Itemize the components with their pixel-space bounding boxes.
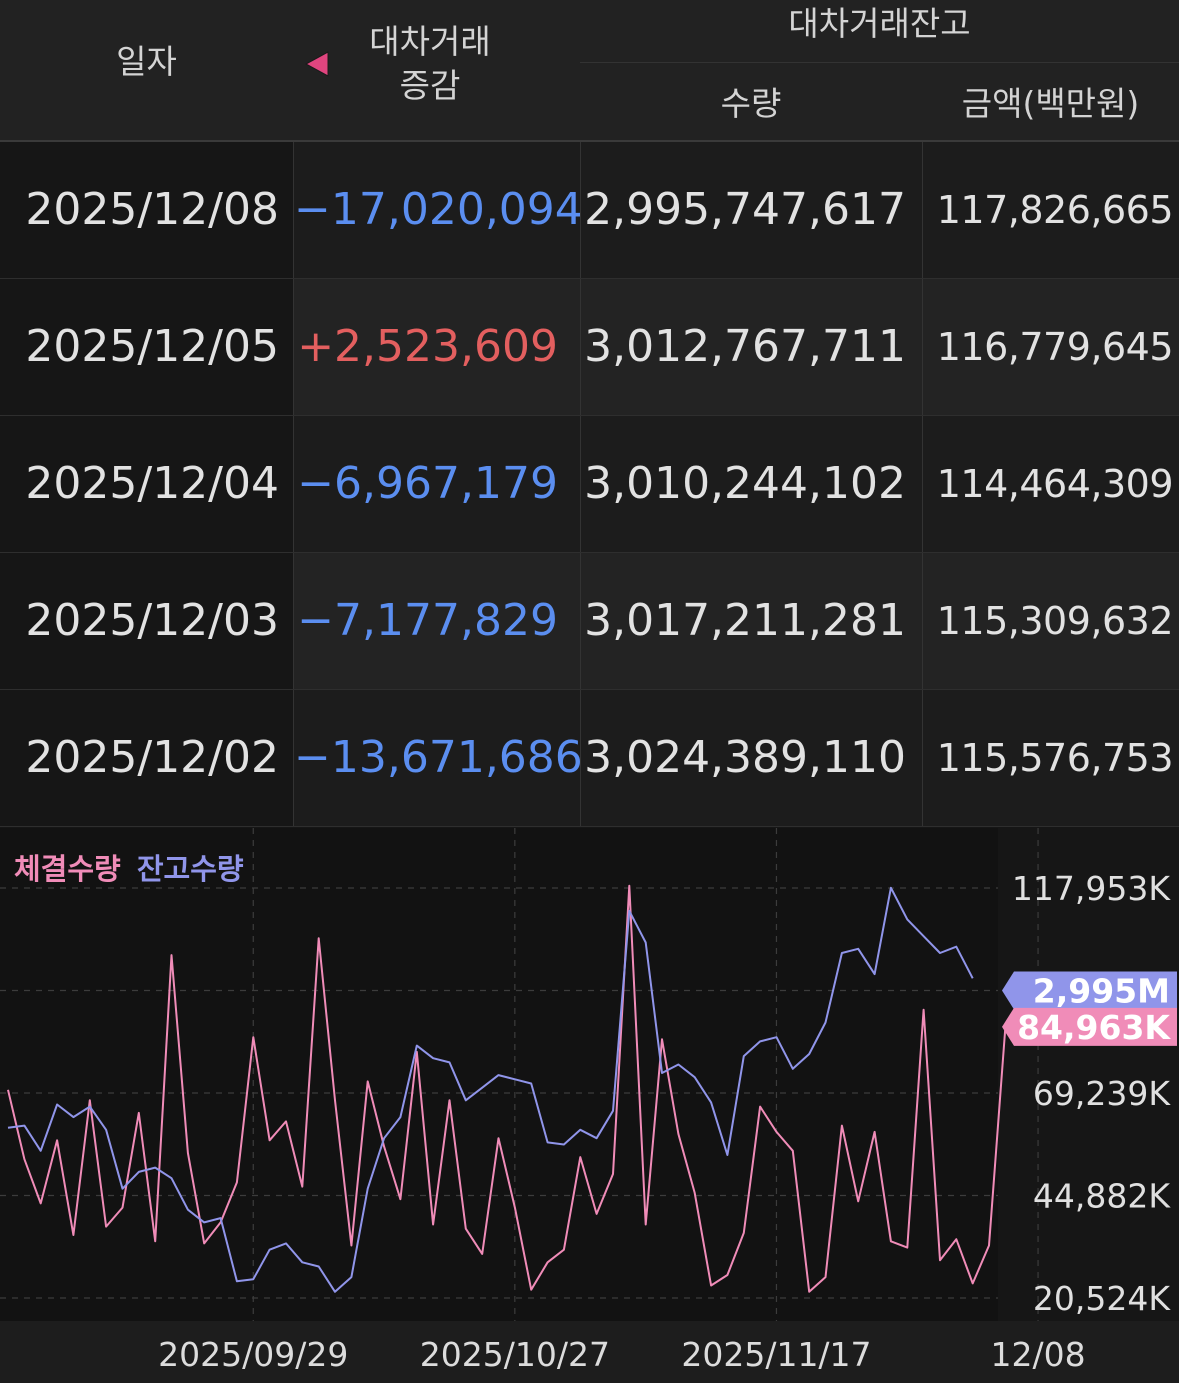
- row-amount: 115,576,753: [922, 690, 1179, 826]
- row-amount: 117,826,665: [922, 142, 1179, 278]
- x-tick-label: 12/08: [990, 1335, 1085, 1374]
- x-axis-area: [0, 1321, 1179, 1383]
- y-axis-area: [998, 828, 1179, 1321]
- row-qty: 3,012,767,711: [580, 279, 922, 415]
- row-date: 2025/12/02: [0, 690, 293, 826]
- y-tick-label: 69,239K: [1033, 1074, 1171, 1113]
- row-change: −17,020,094: [293, 142, 583, 278]
- x-tick-label: 2025/10/27: [420, 1335, 610, 1374]
- row-date: 2025/12/03: [0, 553, 293, 689]
- header-change[interactable]: 대차거래 증감: [340, 20, 520, 108]
- table-row[interactable]: 2025/12/02 −13,671,686 3,024,389,110 115…: [0, 690, 1179, 827]
- table-header: 일자 대차거래 증감 대차거래잔고 수량 금액(백만원): [0, 0, 1179, 140]
- row-change: +2,523,609: [293, 279, 580, 415]
- triangle-left-icon[interactable]: [304, 50, 332, 78]
- row-qty: 3,010,244,102: [580, 416, 922, 552]
- current-executed-label: 84,963K: [1017, 1008, 1171, 1047]
- header-amount[interactable]: 금액(백만원): [961, 84, 1140, 123]
- legend-executed-qty: 체결수량: [14, 852, 121, 886]
- chart-legend: 체결수량 잔고수량: [14, 846, 244, 888]
- header-qty[interactable]: 수량: [720, 84, 782, 123]
- chart-canvas[interactable]: 117,953K 69,239K 44,882K 20,524K 2,995M84,96…: [0, 828, 1179, 1383]
- current-executed-tag: [1002, 1007, 1177, 1046]
- legend-balance-qty: 잔고수량: [136, 852, 244, 886]
- row-change: −7,177,829: [293, 553, 580, 689]
- row-amount: 115,309,632: [922, 553, 1179, 689]
- line-chart[interactable]: 117,953K 69,239K 44,882K 20,524K 2,995M 84,96…: [0, 828, 1179, 1383]
- series-executed-qty: [7, 884, 1007, 1293]
- row-amount: 116,779,645: [922, 279, 1179, 415]
- table-row[interactable]: 2025/12/05 +2,523,609 3,012,767,711 116,…: [0, 279, 1179, 416]
- row-date: 2025/12/04: [0, 416, 293, 552]
- row-date: 2025/12/05: [0, 279, 293, 415]
- header-divider: [580, 62, 1179, 63]
- table-row[interactable]: 2025/12/08 −17,020,094 2,995,747,617 117…: [0, 142, 1179, 279]
- row-qty: 2,995,747,617: [580, 142, 922, 278]
- row-amount: 114,464,309: [922, 416, 1179, 552]
- row-change: −6,967,179: [293, 416, 580, 552]
- row-qty: 3,024,389,110: [580, 690, 922, 826]
- header-balance-group: 대차거래잔고: [788, 4, 971, 43]
- row-qty: 3,017,211,281: [580, 553, 922, 689]
- header-change-line2: 증감: [399, 66, 461, 105]
- current-balance-label: 2,995M: [1033, 971, 1170, 1010]
- header-date[interactable]: 일자: [116, 42, 177, 81]
- y-tick-label: 117,953K: [1012, 869, 1171, 908]
- y-tick-label: 20,524K: [1033, 1279, 1171, 1318]
- table-body: 2025/12/08 −17,020,094 2,995,747,617 117…: [0, 142, 1179, 827]
- row-change: −13,671,686: [293, 690, 583, 826]
- series-balance-qty: [7, 886, 974, 1293]
- table-row[interactable]: 2025/12/03 −7,177,829 3,017,211,281 115,…: [0, 553, 1179, 690]
- current-balance-tag: [1002, 971, 1177, 1010]
- y-tick-label: 44,882K: [1033, 1176, 1171, 1215]
- header-change-line1: 대차거래: [369, 22, 491, 61]
- header-divider-bottom: [0, 140, 1179, 142]
- row-date: 2025/12/08: [0, 142, 293, 278]
- x-tick-label: 2025/11/17: [681, 1335, 871, 1374]
- table-row[interactable]: 2025/12/04 −6,967,179 3,010,244,102 114,…: [0, 416, 1179, 553]
- x-tick-label: 2025/09/29: [158, 1335, 348, 1374]
